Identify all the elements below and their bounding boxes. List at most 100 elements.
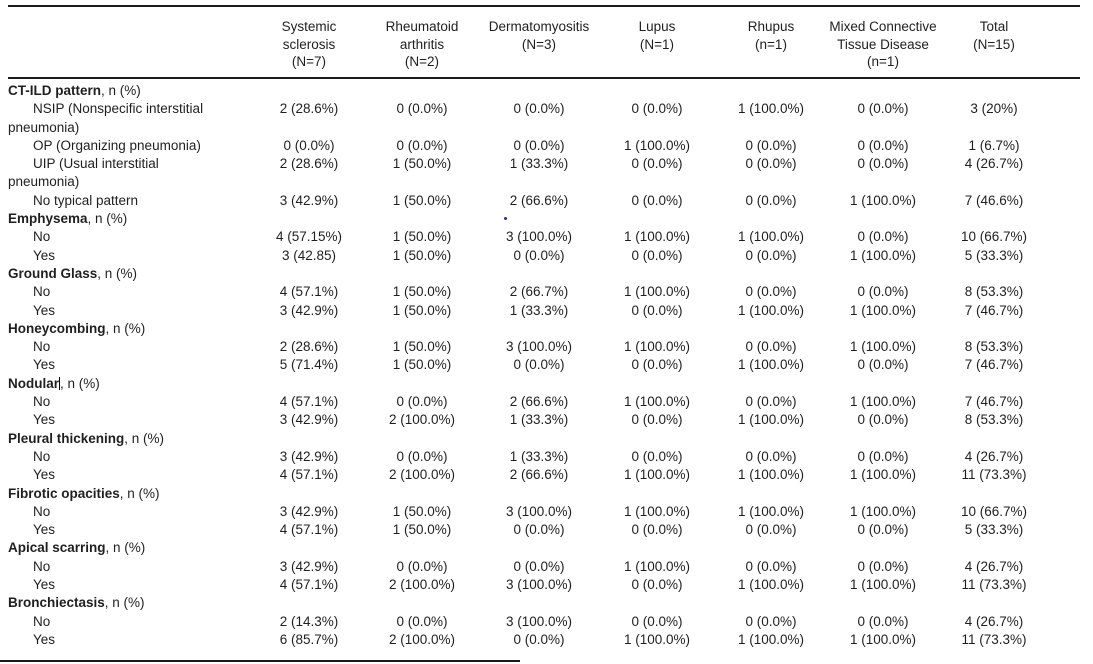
empty-cell — [828, 210, 938, 228]
empty-cell — [366, 82, 478, 100]
column-header-6: Total (N=15) — [973, 19, 1015, 52]
value-cell: 1 (100.0%) — [849, 339, 917, 355]
value-cell: 0 (0.0%) — [857, 101, 909, 117]
value-cell: 2 (66.6%) — [509, 192, 569, 208]
value-cell: 7 (46.7%) — [964, 302, 1024, 318]
data-row: Yes 4 (57.1%) 2 (100.0%) 2 (66.6%) 1 (100.0%… — [8, 466, 1050, 484]
section-header-row: Nodular, n (%) — [8, 375, 1050, 393]
table-top-rule — [8, 5, 1080, 7]
value-cell: 2 (100.0%) — [388, 467, 456, 483]
row-label: No — [33, 503, 51, 519]
empty-cell — [714, 375, 828, 393]
data-row: UIP (Usual interstitial pneumonia) 2 (28.… — [8, 155, 1050, 192]
data-row: No 3 (42.9%) 0 (0.0%) 0 (0.0%) 1 (100.0%) 0 (… — [8, 558, 1050, 576]
value-cell: 2 (66.6%) — [509, 394, 569, 410]
value-cell: 3 (42.9%) — [279, 503, 339, 519]
row-label: No — [33, 229, 51, 245]
section-title: Nodular — [8, 375, 60, 391]
text-cursor — [59, 376, 61, 390]
value-cell: 0 (0.0%) — [631, 247, 683, 263]
empty-cell — [366, 430, 478, 448]
value-cell: 1 (33.3%) — [509, 156, 569, 172]
value-cell: 2 (100.0%) — [388, 577, 456, 593]
value-cell: 1 (100.0%) — [849, 467, 917, 483]
column-header-0: Systemic sclerosis (N=7) — [281, 19, 337, 69]
value-cell: 1 (50.0%) — [392, 522, 452, 538]
empty-cell — [252, 82, 366, 100]
value-cell: 1 (50.0%) — [392, 247, 452, 263]
row-label: Yes — [33, 302, 56, 318]
value-cell: 2 (28.6%) — [279, 156, 339, 172]
section-suffix: , n (%) — [97, 265, 138, 281]
value-cell: 0 (0.0%) — [513, 631, 565, 647]
row-label: Yes — [33, 357, 56, 373]
section-suffix: , n (%) — [101, 83, 141, 98]
data-row: No 3 (42.9%) 0 (0.0%) 1 (33.3%) 0 (0.0%) 0 (0… — [8, 448, 1050, 466]
value-cell: 1 (100.0%) — [849, 302, 917, 318]
section-title: Ground Glass — [8, 265, 98, 281]
value-cell: 11 (73.3%) — [961, 631, 1027, 647]
row-label: Yes — [33, 247, 56, 263]
empty-cell — [828, 594, 938, 612]
section-suffix: , n (%) — [124, 430, 165, 446]
value-cell: 4 (26.7%) — [964, 613, 1024, 629]
empty-cell — [366, 265, 478, 283]
value-cell: 4 (57.1%) — [279, 467, 339, 483]
empty-cell — [938, 265, 1050, 283]
row-label: NSIP (Nonspecific interstitial pneumonia… — [8, 101, 204, 135]
empty-cell — [828, 82, 938, 100]
value-cell: 1 (100.0%) — [737, 357, 805, 373]
value-cell: 0 (0.0%) — [631, 357, 683, 373]
table-header: Systemic sclerosis (N=7) Rheumatoid arthr… — [8, 18, 1050, 82]
value-cell: 0 (0.0%) — [857, 137, 909, 153]
empty-cell — [478, 430, 600, 448]
value-cell: 1 (50.0%) — [392, 503, 452, 519]
value-cell: 0 (0.0%) — [857, 613, 909, 629]
data-row: No 4 (57.1%) 1 (50.0%) 2 (66.7%) 1 (100.0%) 0… — [8, 283, 1050, 301]
section-header-row: Pleural thickening, n (%) — [8, 430, 1050, 448]
section-suffix: , n (%) — [104, 595, 145, 611]
data-row: No 2 (14.3%) 0 (0.0%) 3 (100.0%) 0 (0.0%) 0 (… — [8, 613, 1050, 631]
data-row: No typical pattern 3 (42.9%) 1 (50.0%) 2 (6… — [8, 192, 1050, 210]
section-suffix: , n (%) — [119, 485, 160, 501]
row-label: Yes — [33, 467, 56, 483]
value-cell: 0 (0.0%) — [745, 284, 797, 300]
empty-cell — [252, 485, 366, 503]
value-cell: 0 (0.0%) — [631, 101, 683, 117]
column-header-3: Lupus (N=1) — [638, 19, 676, 52]
value-cell: 0 (0.0%) — [631, 448, 683, 464]
value-cell: 1 (100.0%) — [849, 247, 917, 263]
value-cell: 3 (42.9%) — [279, 412, 339, 428]
value-cell: 2 (66.7%) — [509, 284, 569, 300]
section-header-row: CT-ILD pattern, n (%) — [8, 82, 1050, 100]
value-cell: 1 (50.0%) — [392, 229, 452, 245]
value-cell: 2 (66.6%) — [509, 467, 569, 483]
value-cell: 4 (26.7%) — [964, 448, 1024, 464]
value-cell: 7 (46.7%) — [964, 357, 1024, 373]
empty-cell — [600, 594, 714, 612]
value-cell: 0 (0.0%) — [745, 613, 797, 629]
value-cell: 1 (100.0%) — [849, 394, 917, 410]
corner-cell — [8, 18, 252, 82]
value-cell: 1 (100.0%) — [737, 302, 805, 318]
empty-cell — [478, 320, 600, 338]
row-label: Yes — [33, 577, 56, 593]
value-cell: 0 (0.0%) — [745, 339, 797, 355]
value-cell: 0 (0.0%) — [857, 357, 909, 373]
value-cell: 1 (50.0%) — [392, 192, 452, 208]
value-cell: 3 (42.9%) — [279, 192, 339, 208]
value-cell: 0 (0.0%) — [745, 137, 797, 153]
empty-cell — [366, 594, 478, 612]
value-cell: 1 (50.0%) — [392, 284, 452, 300]
section-title: Emphysema — [8, 211, 88, 227]
empty-cell — [600, 210, 714, 228]
value-cell: 3 (42.9%) — [279, 302, 339, 318]
value-cell: 11 (73.3%) — [961, 467, 1027, 483]
section-header-row: Honeycombing, n (%) — [8, 320, 1050, 338]
section-title: Honeycombing — [8, 320, 106, 336]
empty-cell — [600, 430, 714, 448]
section-header-row: Apical scarring, n (%) — [8, 539, 1050, 557]
row-label: OP (Organizing pneumonia) — [33, 137, 201, 153]
value-cell: 0 (0.0%) — [396, 137, 448, 153]
value-cell: 3 (42.9%) — [279, 558, 339, 574]
